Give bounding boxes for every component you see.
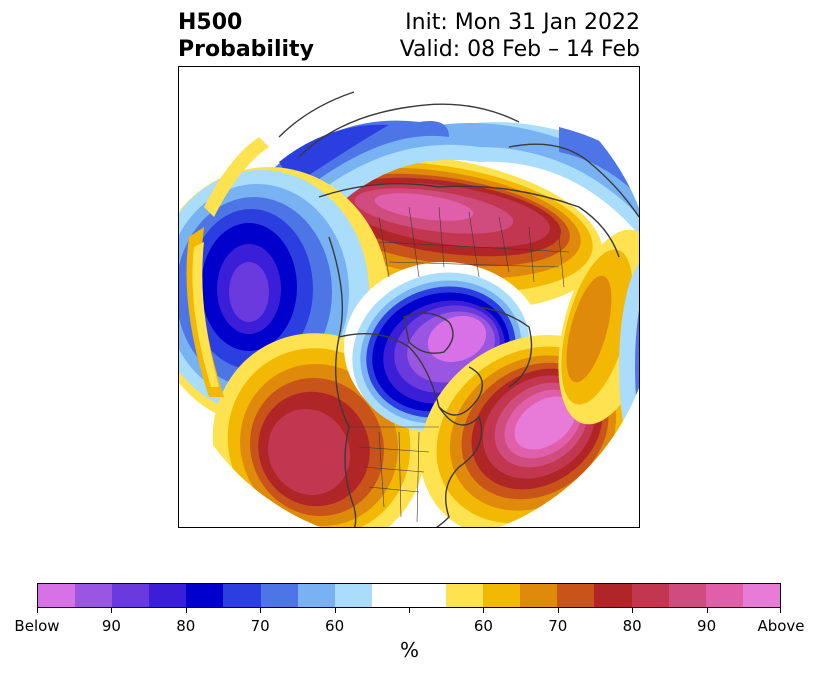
chart-title-left: H500 Probability [178,9,314,63]
colorbar-segment [705,584,743,607]
colorbar-segment [223,584,261,607]
colorbar-tick-mark [632,608,634,613]
coastline-hudson-bay [338,332,483,416]
colorbar-tick-mark [260,608,262,613]
colorbar-ticks: Below 90 80 70 60 60 70 80 90 Above [14,608,805,638]
colorbar-segment [112,584,150,607]
colorbar-tick-mark [706,608,708,613]
coastline-na-east [418,406,483,527]
colorbar-tick-label: 60 [473,617,493,635]
colorbar-segment [186,584,224,607]
title-valid-range: Valid: 08 Feb – 14 Feb [399,37,640,62]
coastline-asia-north [298,103,520,158]
colorbar-segment [260,584,298,607]
colorbar-segment [408,584,447,607]
map-panel [178,66,640,528]
colorbar-segment [446,584,484,607]
colorbar [37,583,781,608]
colorbar-tick-label: 70 [250,617,270,635]
us-state-lines [358,431,430,523]
title-init-date: Init: Mon 31 Jan 2022 [405,10,640,35]
colorbar-segment [38,584,76,607]
colorbar-segment [668,584,706,607]
colorbar-tick-mark [409,608,410,613]
eurasia-latitude-borders [378,241,570,268]
colorbar-segment [631,584,669,607]
colorbar-segment [75,584,113,607]
colorbar-tick-label: Below [14,617,60,635]
borders-layer [349,206,570,523]
colorbar-tick-mark [37,608,38,613]
colorbar-segment [557,584,595,607]
colorbar-tick-label: 90 [697,617,717,635]
coastline-eurasia-north [318,182,620,258]
colorbar-segment [742,584,780,607]
colorbar-tick-mark [557,608,559,613]
colorbar-tick-mark [334,608,336,613]
colorbar-tick-label: 70 [548,617,568,635]
colorbar-segment [371,584,409,607]
probability-fill-layer [179,67,639,527]
eurasia-country-lines [378,206,565,288]
colorbar-tick-mark [111,608,113,613]
colorbar-segment [594,584,632,607]
colorbar-segment [334,584,372,607]
colorbar-unit-label: % [399,638,419,662]
polar-map [179,67,639,527]
colorbar-segment [483,584,521,607]
colorbar-tick-label: Above [757,617,805,635]
colorbar-segment [297,584,335,607]
coastlines-layer [278,91,639,527]
chart-title-right: Init: Mon 31 Jan 2022 Valid: 08 Feb – 14… [400,9,640,63]
above-anomaly-northwest-edge [204,137,269,217]
colorbar-segment [520,584,558,607]
above-anomaly-west-edge-inner [192,242,219,387]
coastline-na-west [328,236,357,527]
coastline-greenland-area [403,312,454,354]
coastline-greenland [478,306,533,388]
coastline-europe [508,143,639,218]
colorbar-tick-mark [483,608,485,613]
colorbar-tick-label: 60 [325,617,345,635]
colorbar-tick-mark [780,608,781,613]
coastline-asia-east [278,91,355,138]
colorbar-tick-label: 90 [101,617,121,635]
title-variable: H500 [178,10,243,35]
colorbar-tick-label: 80 [176,617,196,635]
title-type: Probability [178,37,314,62]
colorbar-segment [149,584,187,607]
colorbar-tick-mark [185,608,187,613]
colorbar-tick-label: 80 [622,617,642,635]
